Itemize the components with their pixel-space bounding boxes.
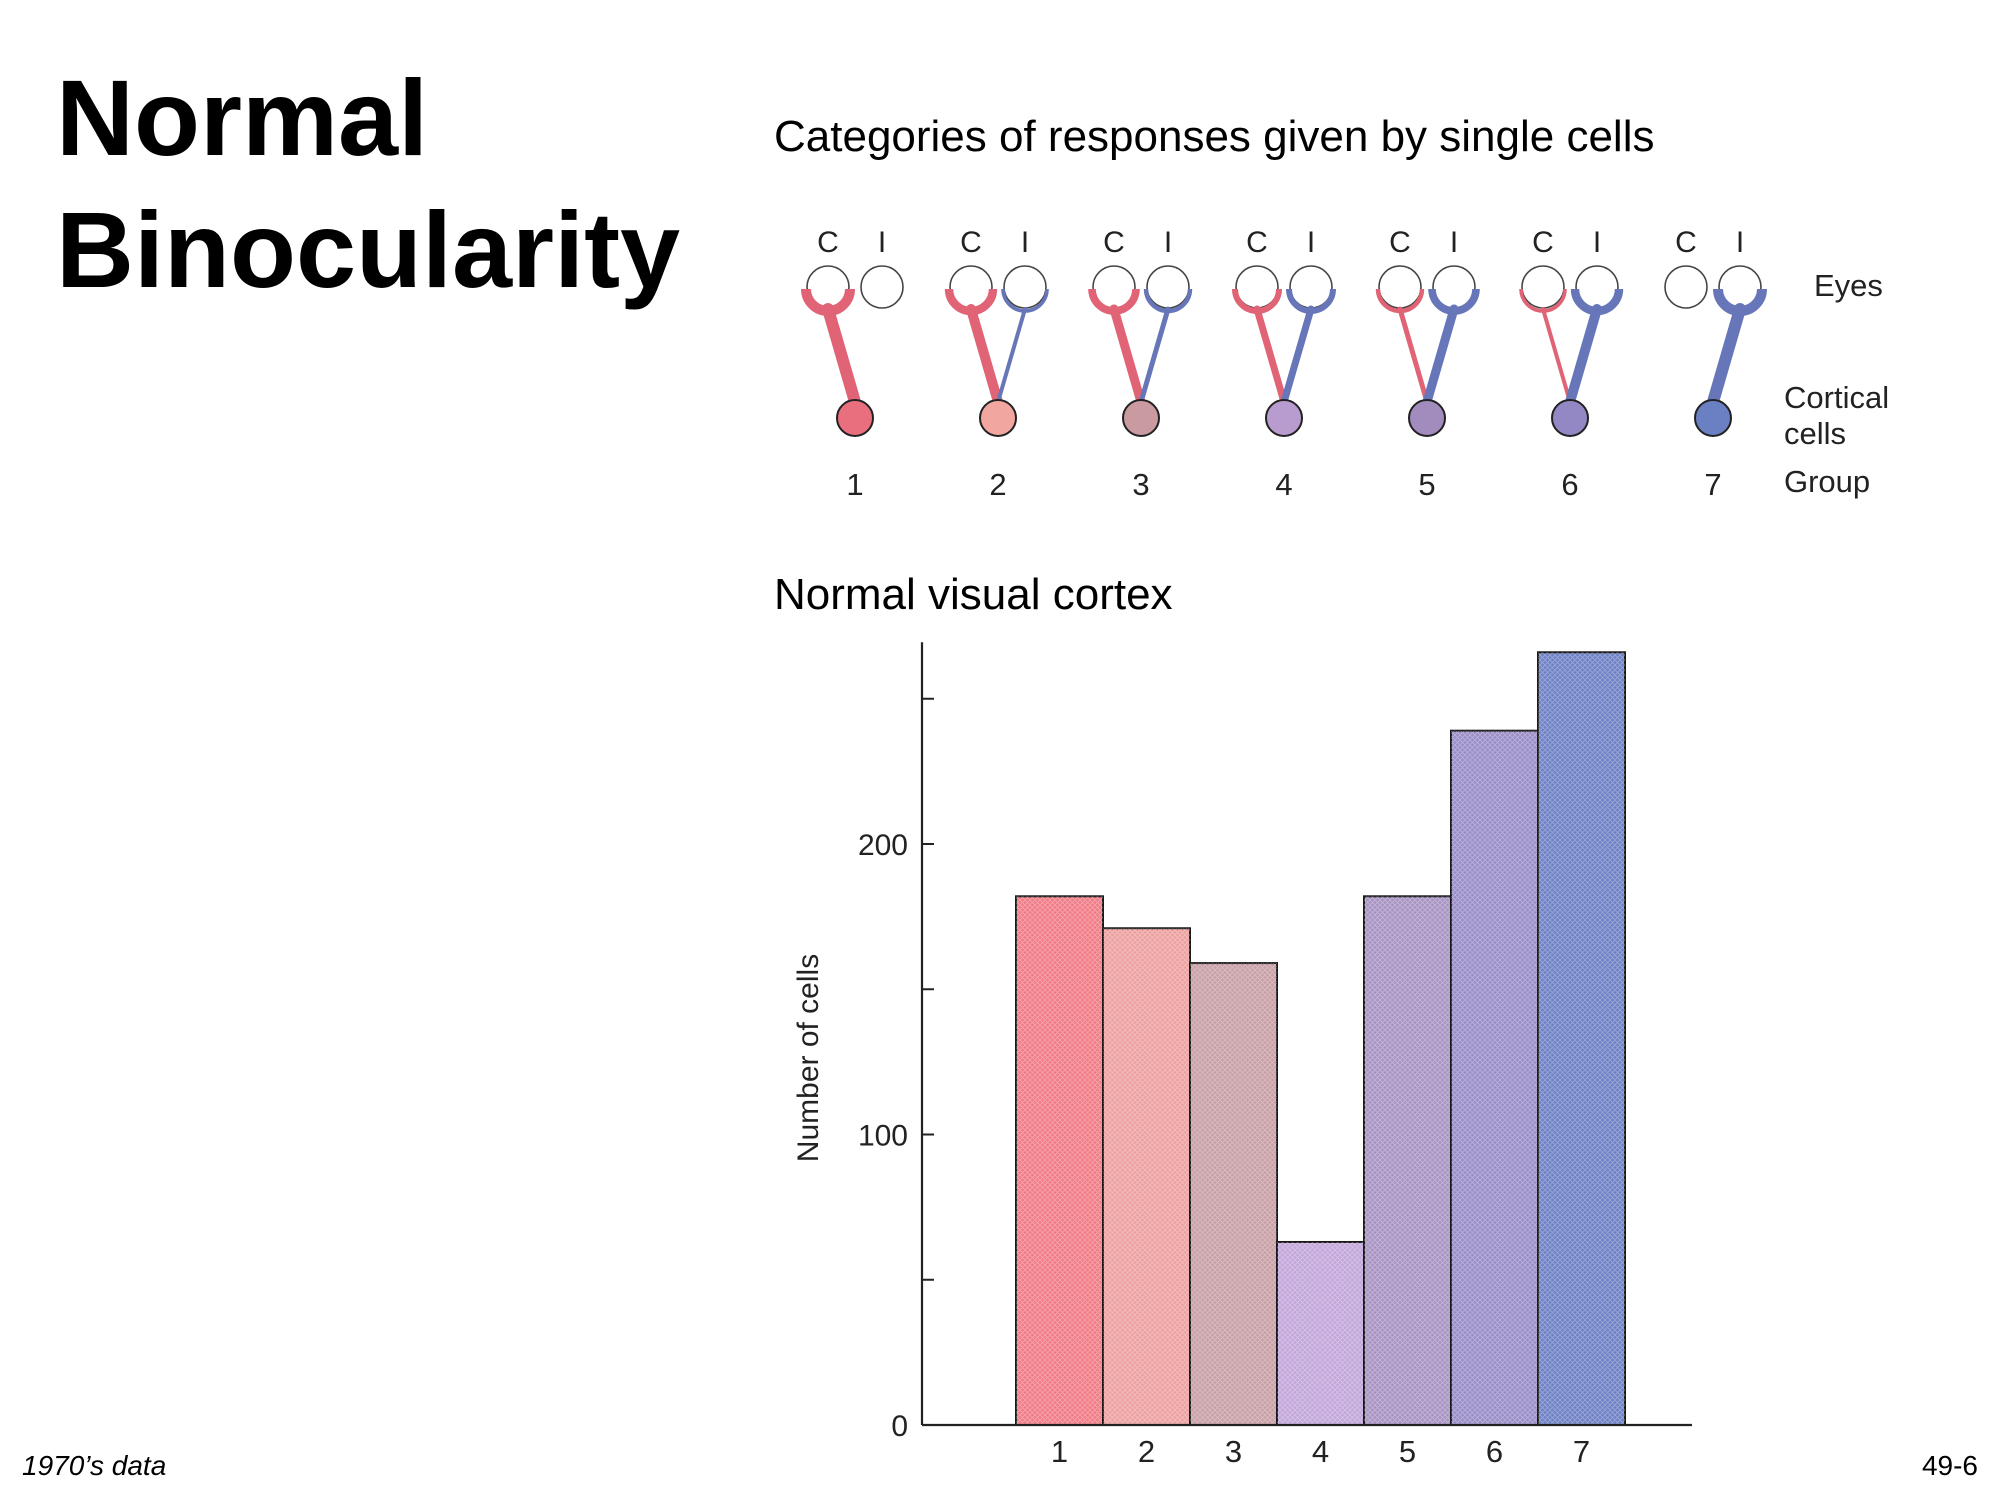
contralateral-eye-label: C <box>1389 226 1411 259</box>
x-tick-label: 1 <box>1051 1434 1068 1469</box>
ipsilateral-eye-label: I <box>1164 226 1172 259</box>
x-tick-label: 7 <box>1573 1434 1590 1469</box>
contralateral-eye-label: C <box>960 226 982 259</box>
cortical-cell <box>1122 399 1160 437</box>
bar <box>1276 1240 1365 1426</box>
chart-title: Normal visual cortex <box>774 570 1173 619</box>
x-tick-label: 5 <box>1399 1434 1416 1469</box>
contralateral-eye <box>1664 265 1708 309</box>
response-group: C I 5 <box>1375 226 1480 502</box>
x-tick-label: 6 <box>1486 1434 1503 1469</box>
response-group: C I 2 <box>944 226 1049 502</box>
slide-title-line1: Normal <box>56 57 429 178</box>
contralateral-connection <box>822 303 861 408</box>
x-tick-label: 4 <box>1312 1434 1329 1469</box>
y-tick-label: 100 <box>858 1120 908 1153</box>
cortical-cell <box>1265 399 1303 437</box>
contralateral-eye-label: C <box>817 226 839 259</box>
ipsilateral-eye-label: I <box>1307 226 1315 259</box>
slide-title: Normal Binocularity <box>56 52 680 316</box>
response-group: C I 4 <box>1232 226 1336 502</box>
contralateral-connection <box>966 304 1003 407</box>
contralateral-connection <box>1397 306 1430 405</box>
ipsilateral-eye <box>1003 265 1047 309</box>
y-tick-label: 200 <box>858 829 908 862</box>
contralateral-connection <box>1109 304 1146 407</box>
cortical-cells-label-line2: cells <box>1784 416 1846 451</box>
ipsilateral-eye-label: I <box>878 226 886 259</box>
ipsilateral-eye <box>1146 265 1190 309</box>
contralateral-eye <box>1378 265 1422 309</box>
bar-texture <box>1277 1241 1364 1425</box>
contralateral-connection <box>1253 305 1288 406</box>
slide-title-line2: Binocularity <box>56 189 681 310</box>
contralateral-connection <box>1541 307 1572 404</box>
diagram-heading: Categories of responses given by single … <box>774 112 1655 161</box>
response-group: C I 6 <box>1519 226 1624 502</box>
cortical-cell <box>979 399 1017 437</box>
group-number: 6 <box>1561 467 1578 502</box>
bar <box>1537 651 1626 1426</box>
contralateral-eye-label: C <box>1532 226 1554 259</box>
bar-texture <box>1103 928 1190 1425</box>
bar-texture <box>1190 963 1277 1425</box>
bar <box>1102 927 1191 1426</box>
bar-texture <box>1364 896 1451 1425</box>
response-group: C I 1 <box>801 226 904 502</box>
ocular-dominance-diagram: C I 1 C I 2 C I 3 C I 4 C I 5 C I 6 C I 7 Eyes Cortical cell… <box>801 226 1889 502</box>
ipsilateral-eye-label: I <box>1736 226 1744 259</box>
cortical-cells-label: Cortical <box>1784 380 1889 415</box>
contralateral-eye-label: C <box>1675 226 1697 259</box>
ipsilateral-connection <box>1565 304 1602 407</box>
cortical-cell <box>1408 399 1446 437</box>
response-group: C I 3 <box>1088 226 1193 502</box>
page-number: 49-6 <box>1921 1450 1978 1481</box>
ipsilateral-connection <box>996 307 1027 404</box>
ipsilateral-eye-label: I <box>1450 226 1458 259</box>
bar <box>1015 895 1104 1426</box>
response-group: C I 7 <box>1664 226 1767 502</box>
cortical-cell <box>1694 399 1732 437</box>
bar-texture <box>1016 896 1103 1425</box>
x-tick-label: 3 <box>1225 1434 1242 1469</box>
x-tick-label: 2 <box>1138 1434 1155 1469</box>
footnote: 1970’s data <box>22 1450 167 1481</box>
group-number: 5 <box>1418 467 1435 502</box>
cortical-cell <box>1551 399 1589 437</box>
ipsilateral-eye <box>860 265 904 309</box>
bar <box>1189 962 1278 1426</box>
group-number: 1 <box>846 467 863 502</box>
ipsilateral-connection <box>1422 304 1459 407</box>
group-number: 7 <box>1704 467 1721 502</box>
cortical-cell <box>836 399 874 437</box>
y-tick-label: 0 <box>891 1410 908 1443</box>
ipsilateral-connection <box>1280 305 1315 406</box>
contralateral-eye-label: C <box>1103 226 1125 259</box>
eyes-label: Eyes <box>1814 268 1883 303</box>
ipsilateral-connection <box>1707 303 1746 408</box>
bar-texture <box>1451 730 1538 1425</box>
bar <box>1450 729 1539 1426</box>
contralateral-eye-label: C <box>1246 226 1268 259</box>
group-axis-label: Group <box>1784 464 1870 499</box>
group-number: 3 <box>1132 467 1149 502</box>
ipsilateral-eye-label: I <box>1593 226 1601 259</box>
group-number: 4 <box>1275 467 1292 502</box>
ipsilateral-eye-label: I <box>1021 226 1029 259</box>
bar-texture <box>1538 652 1625 1425</box>
contralateral-eye <box>1521 265 1565 309</box>
bar <box>1363 895 1452 1426</box>
y-axis-label: Number of cells <box>792 954 825 1162</box>
group-number: 2 <box>989 467 1006 502</box>
ipsilateral-connection <box>1138 306 1171 405</box>
